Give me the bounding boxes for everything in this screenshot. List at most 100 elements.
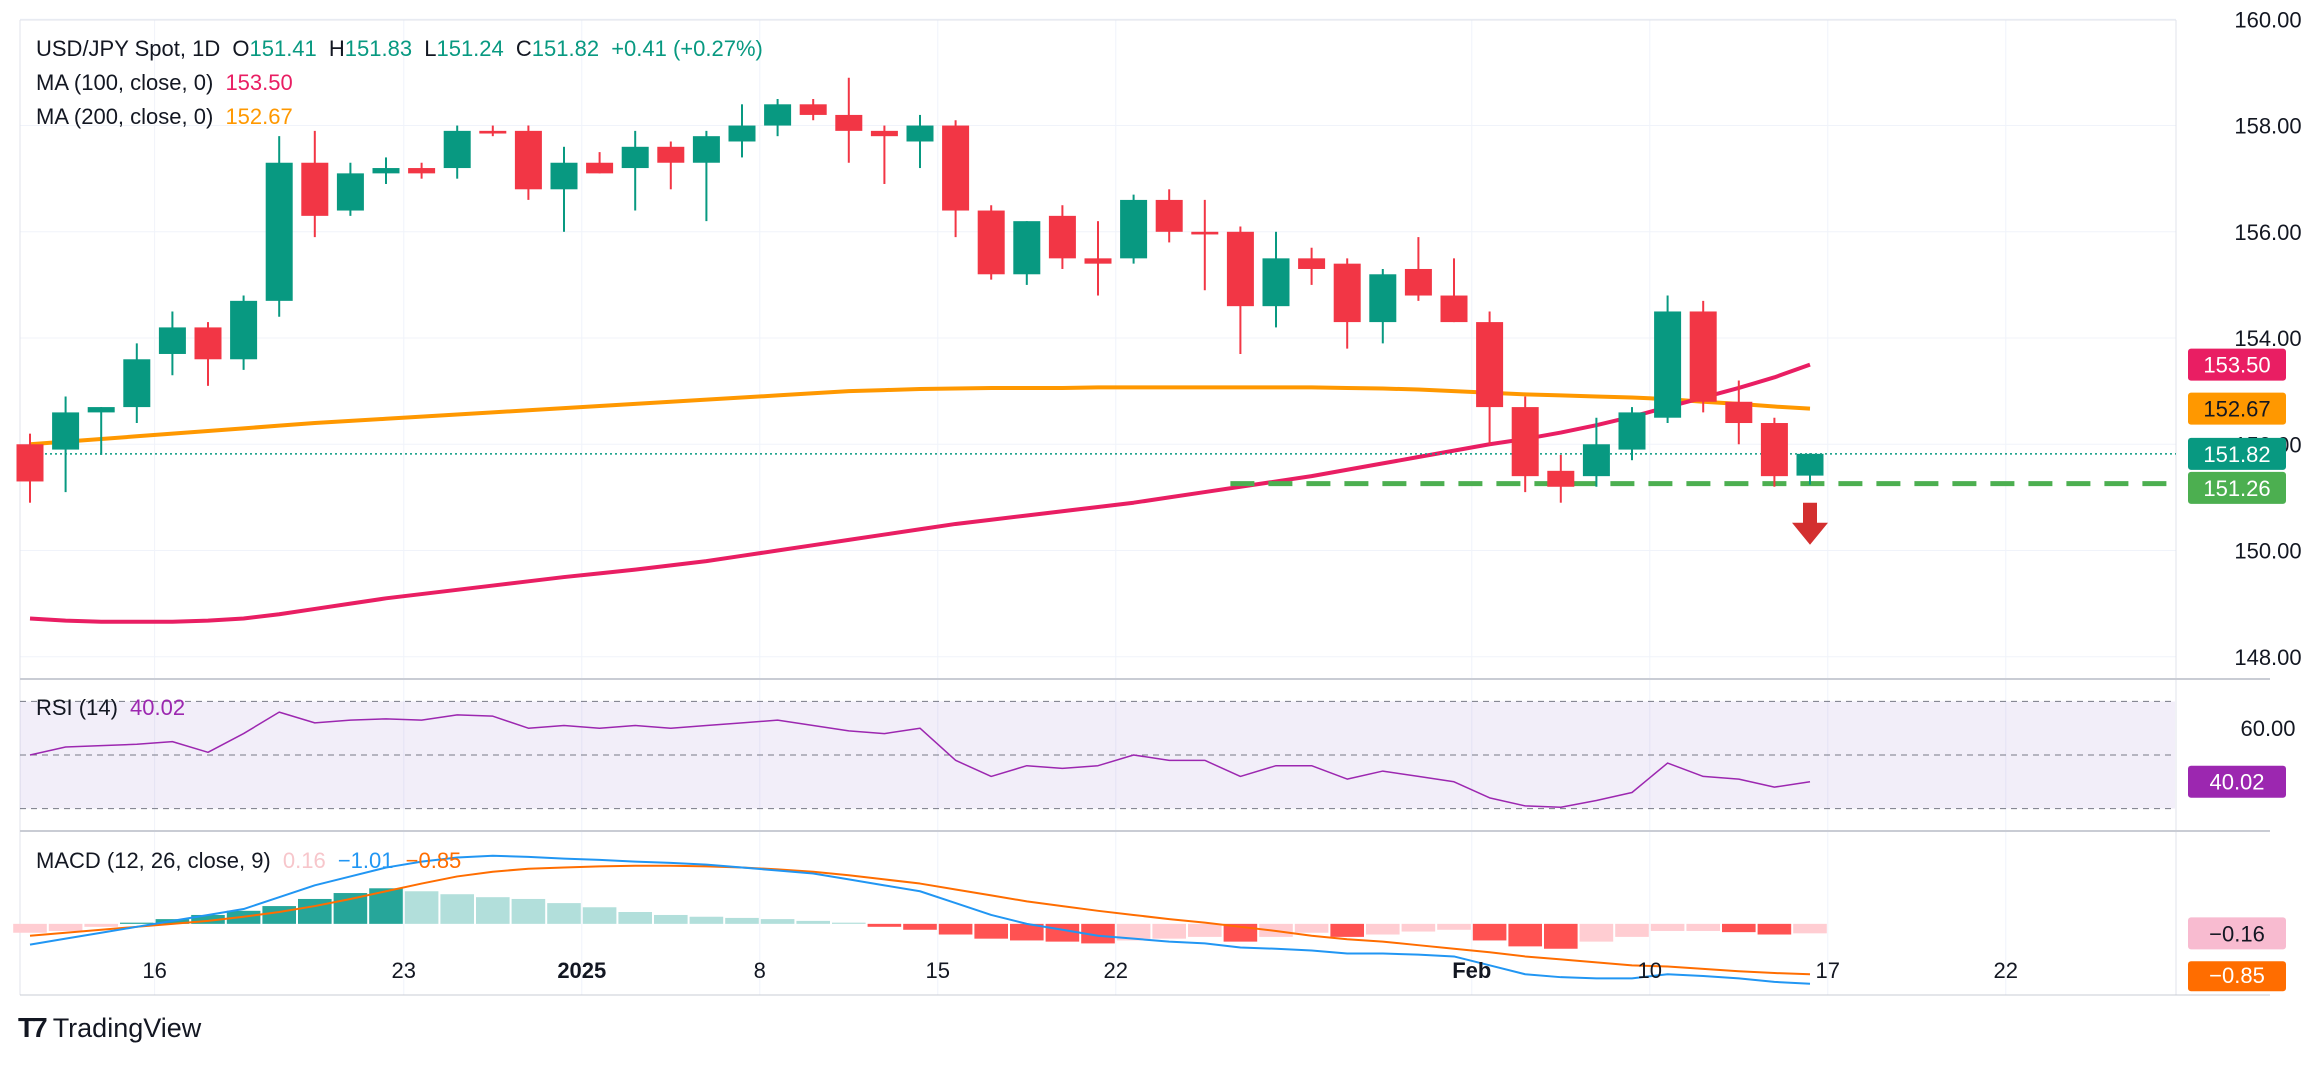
candle-body [906,125,934,142]
price-tick-label: 150.00 [2234,539,2301,564]
low-value: 151.24 [436,36,504,61]
rsi-plot [20,700,2176,810]
candle [372,157,400,184]
price-badge-label: 152.67 [2203,397,2270,422]
candle-body [728,125,756,142]
candle [799,98,827,121]
candle-body [1262,258,1290,307]
candle-body [1725,401,1753,424]
macd-histogram-bar [760,919,795,924]
change-value: +0.41 (+0.27%) [611,36,763,61]
macd-hist-badge-label: −0.16 [2209,921,2265,946]
candle-body [586,162,614,174]
time-tick-label: 23 [392,958,416,983]
macd-histogram-bar [191,914,225,924]
ohlc-legend: USD/JPY Spot, 1D O151.41 H151.83 L151.24… [36,36,769,62]
macd-histogram-bar [1294,923,1329,933]
candle [1333,258,1361,349]
candle [1760,417,1788,487]
macd-histogram-bar [1330,923,1364,937]
tradingview-logo-icon: T7 [18,1012,48,1043]
macd-hist-value: 0.16 [282,848,326,873]
candle [977,205,1005,280]
candle [408,162,436,179]
candle-body [1084,258,1112,264]
candle-body [1191,231,1219,235]
candle [265,136,293,317]
candle [728,104,756,158]
macd-histogram-bar [13,923,47,933]
macd-histogram-bar [1757,923,1792,935]
open-value: 151.41 [249,36,317,61]
rsi-label: RSI (14) [36,695,118,720]
candle [443,125,471,179]
high-label: H [328,36,345,61]
macd-hist-badge [2188,917,2286,950]
candle [1796,453,1824,485]
macd-histogram-bar [832,922,866,924]
ma100-label: MA (100, close, 0) [36,70,214,95]
candle [1440,258,1468,323]
candle [1120,194,1148,264]
price-tick-label: 154.00 [2234,326,2301,351]
rsi-tick-label: 60.00 [2240,716,2295,741]
macd-histogram-bar [1152,923,1186,939]
ma100-legend: MA (100, close, 0) 153.50 [36,70,299,96]
macd-histogram-bar [974,923,1008,939]
rsi-value: 40.02 [130,695,186,720]
candle-body [194,327,222,360]
rsi-badge-label: 40.02 [2209,770,2264,795]
candle-body [1511,407,1539,477]
candle-body [942,125,970,211]
macd-signal-badge [2188,961,2286,992]
macd-plot [13,854,1827,985]
macd-histogram-bar [1116,923,1151,941]
candle-body [1476,322,1504,408]
macd-histogram-bar [1544,923,1578,949]
macd-histogram-bar [1437,923,1471,930]
candle-body [158,327,186,354]
macd-signal-badge-label: −0.85 [2209,963,2265,988]
price-tick-label: 160.00 [2234,7,2301,32]
macd-signal-line [29,864,1811,976]
candle [942,120,970,238]
macd-histogram-bar [654,914,688,924]
ma200-value: 152.67 [225,104,293,129]
candle [906,114,934,169]
candle-body [1048,215,1076,259]
macd-histogram-bar [1615,923,1649,937]
candle [692,130,720,222]
candle [52,396,80,493]
candle-body [657,146,685,163]
candle [1547,454,1575,503]
candle [657,141,685,190]
candle [514,125,542,200]
down-arrow-icon [1792,502,1828,545]
rsi-badge [2188,765,2286,798]
candle-body [372,168,400,174]
tradingview-logo-text: TradingView [52,1012,202,1043]
macd-line [29,854,1811,985]
price-plot [16,77,2176,624]
macd-histogram-bar [796,920,830,924]
candle-body [1369,274,1397,323]
candle [479,125,507,137]
macd-histogram-bar [1010,923,1044,941]
macd-histogram-bar [1722,923,1756,933]
candle-body [479,130,507,134]
panel-backgrounds [19,19,2270,996]
axes: 148.00150.00152.00154.00156.00158.00160.… [142,7,2302,992]
macd-histogram-bar [84,923,118,927]
candle-body [1155,199,1183,232]
candle-body [408,168,436,174]
candle [835,77,863,163]
time-tick-label: 17 [1816,958,1840,983]
tradingview-logo[interactable]: T7 TradingView [18,1012,201,1044]
candle [1262,231,1290,328]
rsi-line [29,711,1811,808]
price-tick-label: 148.00 [2234,645,2301,670]
macd-histogram-bar [333,893,368,924]
candle [194,322,222,386]
macd-histogram-bar [689,916,724,924]
ma100-value: 153.50 [225,70,293,95]
